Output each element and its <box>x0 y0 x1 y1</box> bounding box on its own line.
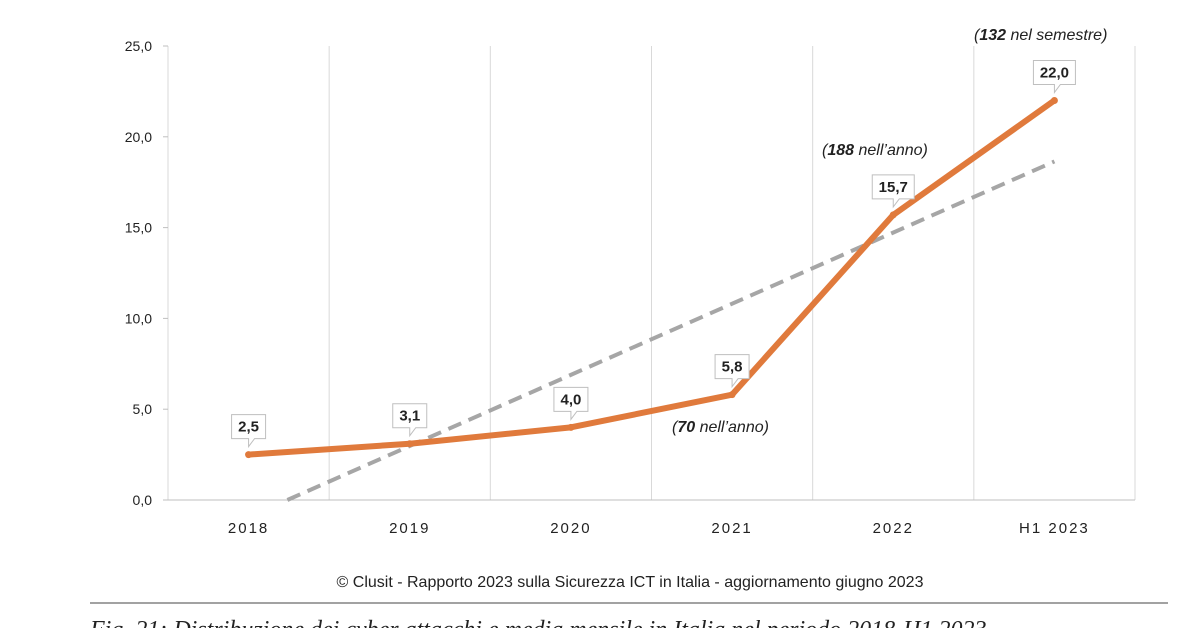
x-tick-label: 2022 <box>873 520 914 537</box>
series <box>245 96 1058 459</box>
y-axis: 0,0 5,0 10,0 15,0 20,0 25,0 <box>125 38 168 508</box>
y-tick-label: 20,0 <box>125 129 152 145</box>
data-label: 5,8 <box>714 354 750 389</box>
data-label-text: 15,7 <box>879 179 908 196</box>
x-tick-label: 2020 <box>550 520 591 537</box>
data-label: 2,5 <box>231 414 267 449</box>
x-axis: 2018 2019 2020 2021 2022 H1 2023 <box>228 520 1090 537</box>
data-label: 3,1 <box>392 403 428 438</box>
y-tick-label: 10,0 <box>125 310 152 326</box>
x-tick-label: 2018 <box>228 520 269 537</box>
series-line <box>245 97 1058 458</box>
data-label-callout <box>392 403 428 438</box>
data-point <box>567 423 575 431</box>
data-label-text: 4,0 <box>560 391 581 408</box>
annotation-h1_2023: (132 nel semestre) <box>974 27 1107 44</box>
trendline-line <box>286 159 1056 502</box>
annotations: (70 nell’anno) (188 nell’anno) (132 nel se… <box>672 27 1107 436</box>
x-tick-label: H1 2023 <box>1019 520 1090 537</box>
trendline <box>286 159 1056 502</box>
data-label: 22,0 <box>1032 59 1076 94</box>
data-label-callout <box>553 386 589 421</box>
data-label: 15,7 <box>871 174 915 209</box>
x-tick-label: 2021 <box>711 520 752 537</box>
y-tick-label: 25,0 <box>125 38 152 54</box>
data-label-text: 3,1 <box>399 408 420 425</box>
y-tick-label: 15,0 <box>125 220 152 236</box>
data-labels: 2,5 3,1 4,0 5,8 15,7 22,0 <box>231 59 1076 449</box>
data-point <box>1050 96 1058 104</box>
credit-text: © Clusit - Rapporto 2023 sulla Sicurezza… <box>337 574 924 591</box>
data-label-callout <box>231 414 267 449</box>
figure-caption: Fig. 21: Distribuzione dei cyber attacch… <box>89 617 987 628</box>
data-label-text: 2,5 <box>238 419 259 436</box>
data-label-callout <box>1032 59 1076 94</box>
data-label-callout <box>871 174 915 209</box>
data-label-text: 22,0 <box>1040 64 1069 81</box>
y-tick-label: 5,0 <box>133 401 153 417</box>
data-label-text: 5,8 <box>722 359 743 376</box>
data-label-callout <box>714 354 750 389</box>
data-point <box>406 440 414 448</box>
data-point <box>728 391 736 399</box>
grid <box>167 46 1136 501</box>
annotation-2021: (70 nell’anno) <box>672 419 769 436</box>
data-point <box>245 451 253 459</box>
data-point <box>889 211 897 219</box>
y-tick-label: 0,0 <box>133 492 153 508</box>
data-label: 4,0 <box>553 386 589 421</box>
annotation-2022: (188 nell’anno) <box>822 142 928 159</box>
x-tick-label: 2019 <box>389 520 430 537</box>
